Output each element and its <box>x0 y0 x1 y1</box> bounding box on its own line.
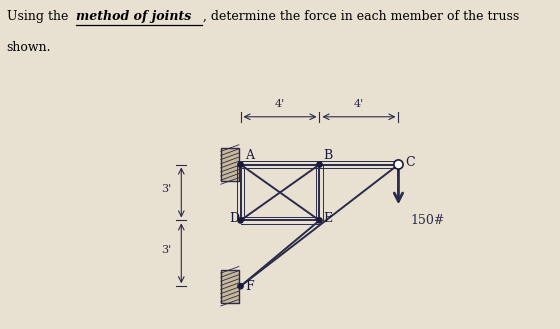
Text: 4': 4' <box>275 99 285 109</box>
Text: Using the: Using the <box>7 10 72 23</box>
Text: , determine the force in each member of the truss: , determine the force in each member of … <box>203 10 520 23</box>
Circle shape <box>238 162 243 167</box>
Text: method of joints: method of joints <box>76 10 191 23</box>
Text: B: B <box>324 149 333 162</box>
Text: 4': 4' <box>354 99 364 109</box>
Text: F: F <box>245 280 254 292</box>
Text: A: A <box>245 149 254 162</box>
Bar <box>221 270 239 303</box>
Circle shape <box>238 284 243 289</box>
Text: 3': 3' <box>161 245 171 255</box>
Circle shape <box>395 161 402 168</box>
Text: shown.: shown. <box>7 41 51 54</box>
Bar <box>221 148 239 181</box>
Text: 3': 3' <box>161 185 171 194</box>
Text: D: D <box>229 212 239 225</box>
Circle shape <box>317 218 322 223</box>
Text: E: E <box>324 212 333 225</box>
Text: C: C <box>405 156 414 169</box>
Text: 150#: 150# <box>410 214 444 227</box>
Circle shape <box>394 160 403 169</box>
Circle shape <box>238 218 243 223</box>
Circle shape <box>317 162 322 167</box>
